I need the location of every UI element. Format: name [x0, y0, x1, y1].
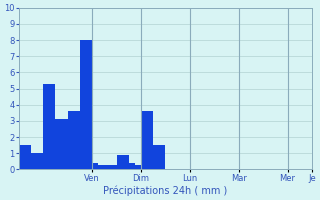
- Bar: [19, 145, 25, 169]
- Bar: [92, 163, 98, 169]
- Bar: [61, 119, 68, 169]
- Bar: [135, 165, 141, 169]
- Bar: [129, 163, 135, 169]
- Bar: [110, 165, 116, 169]
- Bar: [37, 153, 43, 169]
- Bar: [98, 165, 104, 169]
- Bar: [147, 111, 153, 169]
- Bar: [55, 119, 61, 169]
- X-axis label: Précipitations 24h ( mm ): Précipitations 24h ( mm ): [103, 185, 228, 196]
- Bar: [74, 111, 80, 169]
- Bar: [31, 153, 37, 169]
- Bar: [123, 155, 129, 169]
- Bar: [80, 40, 86, 169]
- Bar: [104, 165, 110, 169]
- Bar: [43, 84, 49, 169]
- Bar: [153, 145, 159, 169]
- Bar: [116, 155, 123, 169]
- Bar: [25, 145, 31, 169]
- Bar: [141, 111, 147, 169]
- Bar: [86, 40, 92, 169]
- Bar: [159, 145, 165, 169]
- Bar: [68, 111, 74, 169]
- Bar: [49, 84, 55, 169]
